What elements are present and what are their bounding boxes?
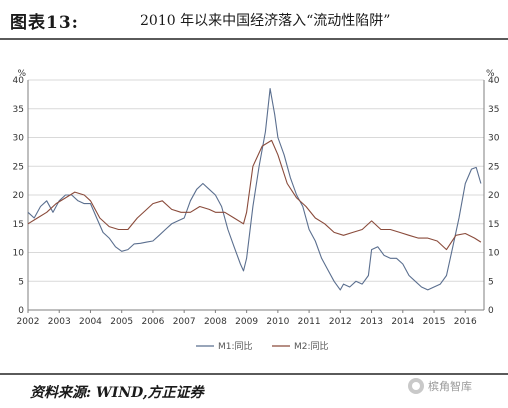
top-rule xyxy=(0,38,508,40)
y-tick-label-right: 20 xyxy=(488,191,500,201)
chart-svg: 0 0 5 5 10 10 15 15 20 20 25 25 30 30 35 35 40 40% % 2002 20… xyxy=(13,69,500,352)
x-tick-label: 2007 xyxy=(173,317,196,327)
y-tick-label-right: 25 xyxy=(488,162,499,172)
x-tick-label: 2010 xyxy=(266,317,289,327)
y-unit-left: % xyxy=(17,69,26,79)
x-tick-label: 2008 xyxy=(204,317,227,327)
y-tick-label-right: 5 xyxy=(488,277,494,287)
x-tick-label: 2006 xyxy=(141,317,164,327)
watermark-right: 槟角智库 xyxy=(408,378,472,394)
x-tick-label: 2002 xyxy=(17,317,40,327)
x-tick-label: 2012 xyxy=(329,317,352,327)
y-tick-label-left: 10 xyxy=(13,249,25,259)
legend: M1:同比 M2:同比 xyxy=(196,340,329,352)
series-line-m2 xyxy=(27,139,482,251)
y-unit-right: % xyxy=(486,69,495,79)
y-tick-label-left: 5 xyxy=(18,277,24,287)
y-tick-label-left: 0 xyxy=(18,306,24,316)
wechat-icon xyxy=(408,378,424,394)
y-tick-label-right: 35 xyxy=(488,105,499,115)
y-tick-label-left: 30 xyxy=(13,134,25,144)
grid-lines xyxy=(28,79,484,311)
watermark-text: 槟角智库 xyxy=(428,380,472,393)
legend-label-m1: M1:同比 xyxy=(218,340,253,352)
y-tick-label-right: 15 xyxy=(488,220,499,230)
series-line-m1 xyxy=(27,88,482,291)
figure-header: 图表13: 2010 年以来中国经济落入“流动性陷阱” xyxy=(0,0,508,42)
y-tick-label-left: 25 xyxy=(13,162,24,172)
y-tick-label-left: 40 xyxy=(13,76,25,86)
x-tick-label: 2014 xyxy=(391,317,414,327)
x-tick-label: 2005 xyxy=(110,317,133,327)
source-note: 资料来源: WIND,方正证券 xyxy=(30,385,204,401)
legend-label-m2: M2:同比 xyxy=(294,340,329,352)
x-tick-label: 2011 xyxy=(298,317,321,327)
y-tick-label-right: 40 xyxy=(488,76,500,86)
bottom-rule xyxy=(0,373,508,375)
x-tick-label: 2015 xyxy=(423,317,446,327)
y-tick-label-right: 0 xyxy=(488,306,494,316)
y-tick-label-left: 20 xyxy=(13,191,25,201)
y-tick-label-right: 10 xyxy=(488,249,500,259)
x-tick-label: 2013 xyxy=(360,317,383,327)
axes: 0 0 5 5 10 10 15 15 20 20 25 25 30 30 35 35 40 40% % 2002 20… xyxy=(13,69,500,327)
x-tick-label: 2009 xyxy=(235,317,258,327)
y-tick-label-left: 15 xyxy=(13,220,24,230)
series-lines xyxy=(27,88,482,291)
figure-label: 图表13: xyxy=(10,13,79,33)
figure-title: 2010 年以来中国经济落入“流动性陷阱” xyxy=(140,13,391,29)
x-tick-label: 2016 xyxy=(454,317,477,327)
x-tick-label: 2003 xyxy=(48,317,71,327)
y-tick-label-right: 30 xyxy=(488,134,500,144)
x-tick-label: 2004 xyxy=(79,317,102,327)
y-tick-label-left: 35 xyxy=(13,105,24,115)
